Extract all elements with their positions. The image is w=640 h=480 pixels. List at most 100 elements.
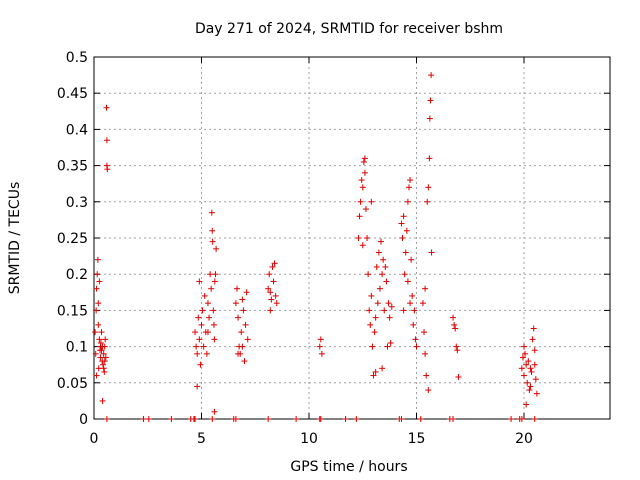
- data-point: [196, 278, 203, 285]
- data-point: [269, 263, 276, 270]
- data-point: [405, 184, 412, 191]
- data-point: [204, 329, 211, 336]
- data-point: [409, 292, 416, 299]
- data-point: [168, 416, 175, 422]
- data-point: [427, 97, 434, 104]
- data-point: [426, 115, 433, 122]
- data-point: [95, 300, 102, 307]
- data-point: [317, 416, 324, 422]
- data-point: [196, 336, 203, 343]
- data-point: [93, 372, 100, 379]
- data-point: [273, 300, 280, 307]
- data-point: [404, 198, 411, 205]
- data-point: [533, 390, 540, 397]
- data-point: [530, 325, 537, 332]
- data-point: [410, 321, 417, 328]
- data-point: [411, 307, 418, 314]
- data-point: [212, 271, 219, 278]
- data-point: [419, 300, 426, 307]
- data-point: [367, 321, 374, 328]
- data-point: [379, 271, 386, 278]
- data-point: [407, 300, 414, 307]
- data-point: [380, 256, 387, 263]
- data-point: [192, 416, 199, 422]
- data-point: [402, 249, 409, 256]
- data-point: [103, 416, 110, 422]
- data-point: [532, 376, 539, 383]
- data-point: [424, 198, 431, 205]
- y-tick-label: 0.3: [66, 195, 88, 211]
- data-point: [198, 321, 205, 328]
- data-point: [529, 336, 536, 343]
- data-point: [450, 416, 457, 422]
- data-point: [408, 256, 415, 263]
- data-point: [97, 354, 104, 361]
- x-tick-label: 20: [515, 431, 533, 447]
- y-tick-label: 0.45: [57, 86, 88, 102]
- data-point: [342, 416, 349, 422]
- data-point: [293, 416, 300, 422]
- data-point: [384, 343, 391, 350]
- data-point: [104, 166, 111, 173]
- data-point: [208, 209, 215, 216]
- data-point: [375, 249, 382, 256]
- y-tick-label: 0.15: [57, 303, 88, 319]
- data-point: [103, 104, 110, 111]
- data-point: [359, 184, 366, 191]
- data-point: [242, 321, 249, 328]
- data-point: [521, 372, 527, 379]
- data-point: [244, 336, 251, 343]
- data-point: [266, 271, 273, 278]
- data-point: [265, 416, 272, 422]
- data-point: [213, 245, 220, 252]
- data-point: [100, 350, 107, 357]
- data-point: [525, 358, 532, 365]
- data-point: [413, 343, 420, 350]
- y-axis: 0 0.05 0.1 0.15 0.2 0.25 0.3 0.35 0.4 0.45 0.5: [57, 50, 610, 428]
- data-point: [102, 354, 109, 361]
- data-point: [524, 379, 531, 386]
- data-point: [361, 169, 368, 176]
- data-point: [422, 285, 429, 292]
- data-point: [357, 198, 364, 205]
- data-point: [452, 325, 459, 332]
- data-point: [194, 383, 201, 390]
- data-point: [239, 296, 246, 303]
- data-point: [531, 361, 538, 368]
- data-point: [358, 177, 365, 184]
- data-point: [200, 343, 207, 350]
- y-tick-label: 0: [79, 412, 88, 428]
- chart-title: Day 271 of 2024, SRMTID for receiver bsh…: [195, 21, 503, 37]
- data-point: [378, 238, 385, 245]
- data-point: [195, 314, 202, 321]
- data-point: [403, 227, 410, 234]
- data-point: [364, 235, 371, 241]
- data-point: [92, 350, 99, 357]
- data-point: [366, 307, 373, 314]
- data-point: [356, 213, 363, 220]
- data-point: [267, 307, 274, 314]
- data-point: [425, 184, 432, 191]
- data-point: [521, 343, 527, 350]
- data-point: [93, 285, 100, 292]
- data-point: [98, 347, 105, 354]
- data-point: [522, 350, 529, 357]
- data-point: [210, 307, 217, 314]
- data-point: [361, 155, 368, 162]
- data-point: [401, 271, 408, 278]
- data-point: [92, 329, 99, 336]
- data-point: [317, 336, 324, 343]
- x-axis-label: GPS time / hours: [290, 459, 407, 475]
- data-point: [239, 343, 246, 350]
- data-point: [527, 365, 534, 372]
- data-point: [318, 350, 325, 357]
- data-point: [422, 350, 429, 357]
- data-point: [398, 220, 405, 227]
- data-point: [96, 336, 103, 343]
- data-point: [355, 235, 362, 241]
- data-point: [101, 368, 108, 375]
- data-point: [102, 336, 109, 343]
- data-point: [267, 289, 274, 296]
- data-point: [265, 285, 272, 292]
- data-point: [368, 198, 375, 205]
